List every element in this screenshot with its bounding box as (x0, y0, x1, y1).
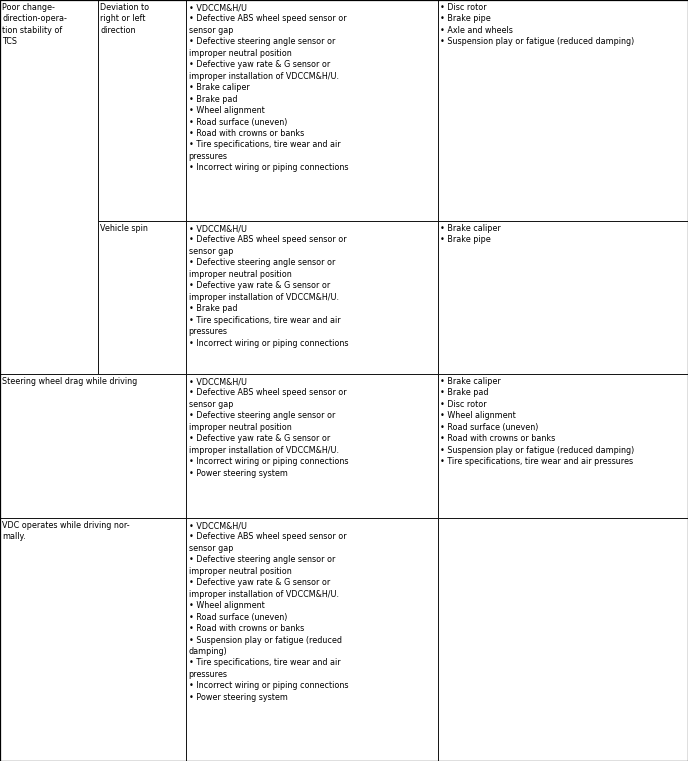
Bar (98, 0, 186, 221)
Bar (438, 0, 688, 221)
Text: • Brake caliper
• Brake pipe: • Brake caliper • Brake pipe (440, 224, 500, 244)
Bar (186, 518, 438, 761)
Bar (438, 374, 688, 518)
Bar (186, 374, 438, 518)
Text: • Disc rotor
• Brake pipe
• Axle and wheels
• Suspension play or fatigue (reduce: • Disc rotor • Brake pipe • Axle and whe… (440, 3, 634, 46)
Text: • VDCCM&H/U
• Defective ABS wheel speed sensor or
sensor gap
• Defective steerin: • VDCCM&H/U • Defective ABS wheel speed … (189, 224, 348, 348)
Text: Poor change-
direction-opera-
tion stability of
TCS: Poor change- direction-opera- tion stabi… (2, 3, 67, 46)
Text: • VDCCM&H/U
• Defective ABS wheel speed sensor or
sensor gap
• Defective steerin: • VDCCM&H/U • Defective ABS wheel speed … (189, 377, 348, 478)
Text: Vehicle spin: Vehicle spin (100, 224, 149, 233)
Bar (0, 518, 186, 761)
Bar (0, 0, 98, 374)
Text: VDC operates while driving nor-
mally.: VDC operates while driving nor- mally. (2, 521, 130, 542)
Text: • VDCCM&H/U
• Defective ABS wheel speed sensor or
sensor gap
• Defective steerin: • VDCCM&H/U • Defective ABS wheel speed … (189, 3, 348, 172)
Bar (438, 221, 688, 374)
Bar (0, 374, 186, 518)
Bar (186, 221, 438, 374)
Bar (98, 221, 186, 374)
Bar (438, 518, 688, 761)
Text: • VDCCM&H/U
• Defective ABS wheel speed sensor or
sensor gap
• Defective steerin: • VDCCM&H/U • Defective ABS wheel speed … (189, 521, 348, 702)
Bar (186, 0, 438, 221)
Text: • Brake caliper
• Brake pad
• Disc rotor
• Wheel alignment
• Road surface (uneve: • Brake caliper • Brake pad • Disc rotor… (440, 377, 634, 466)
Text: Deviation to
right or left
direction: Deviation to right or left direction (100, 3, 149, 35)
Text: Steering wheel drag while driving: Steering wheel drag while driving (2, 377, 138, 386)
